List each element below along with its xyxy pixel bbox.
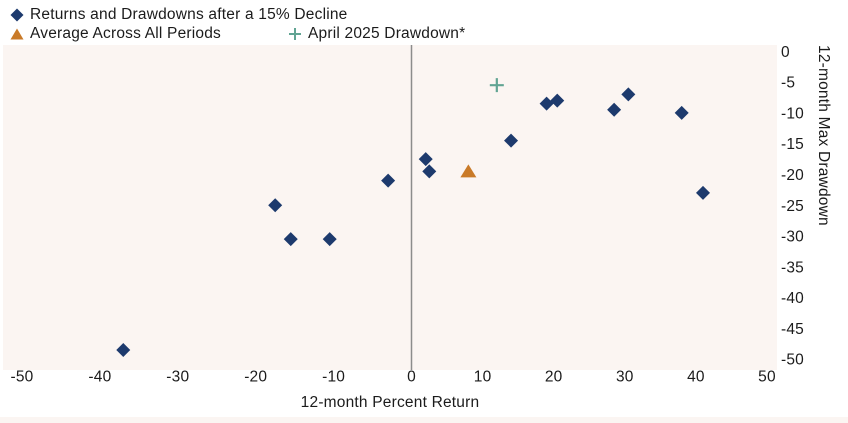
diamond-icon: [10, 8, 24, 22]
legend-item-returns: Returns and Drawdowns after a 15% Declin…: [10, 6, 348, 24]
y-tick-label: 0: [781, 44, 790, 61]
data-point-diamond: [621, 87, 636, 102]
x-axis-title: 12-month Percent Return: [300, 394, 480, 411]
april-2025-marker-plus: [489, 78, 504, 93]
legend-label-returns: Returns and Drawdowns after a 15% Declin…: [30, 6, 348, 23]
legend-item-average: Average Across All Periods: [10, 25, 221, 43]
x-tick-label: 30: [616, 369, 634, 386]
y-tick-label: -10: [781, 105, 804, 122]
x-tick-label: -30: [166, 369, 189, 386]
y-tick-label: -40: [781, 290, 804, 307]
y-axis-title: 12-month Max Drawdown: [815, 45, 832, 226]
data-point-diamond: [674, 105, 689, 120]
data-point-diamond: [116, 342, 131, 357]
triangle-icon: [10, 28, 24, 40]
legend-label-april: April 2025 Drawdown*: [308, 25, 466, 42]
y-tick-label: -50: [781, 352, 804, 369]
data-point-diamond: [539, 96, 554, 111]
y-tick-label: -15: [781, 136, 804, 153]
x-tick-label: 50: [758, 369, 776, 386]
x-tick-label: -10: [322, 369, 345, 386]
legend-label-average: Average Across All Periods: [30, 25, 222, 42]
x-tick-label: 20: [545, 369, 563, 386]
data-point-diamond: [283, 232, 298, 247]
bottom-edge-strip: [0, 417, 848, 423]
plot-area: [3, 45, 777, 370]
y-tick-label: -25: [781, 198, 804, 215]
x-tick-label: 10: [474, 369, 492, 386]
y-tick-label: -45: [781, 321, 804, 338]
x-tick-label: 40: [687, 369, 705, 386]
plus-icon: [289, 28, 301, 40]
x-tick-label: -50: [10, 369, 33, 386]
x-tick-label: -40: [88, 369, 111, 386]
x-tick-label: 0: [407, 369, 416, 386]
data-point-diamond: [418, 152, 433, 167]
y-tick-label: -20: [781, 167, 804, 184]
y-tick-label: -5: [781, 75, 795, 92]
data-point-diamond: [607, 102, 622, 117]
data-point-diamond: [422, 164, 437, 179]
data-point-diamond: [550, 93, 565, 108]
y-tick-label: -35: [781, 259, 804, 276]
x-tick-label: -20: [244, 369, 267, 386]
data-point-diamond: [696, 185, 711, 200]
legend-item-april: April 2025 Drawdown*: [288, 25, 465, 43]
data-point-diamond: [381, 173, 396, 188]
y-tick-label: -30: [781, 229, 804, 246]
average-marker-triangle: [460, 164, 477, 178]
data-point-diamond: [268, 198, 283, 213]
data-point-diamond: [322, 232, 337, 247]
data-point-diamond: [504, 133, 519, 148]
